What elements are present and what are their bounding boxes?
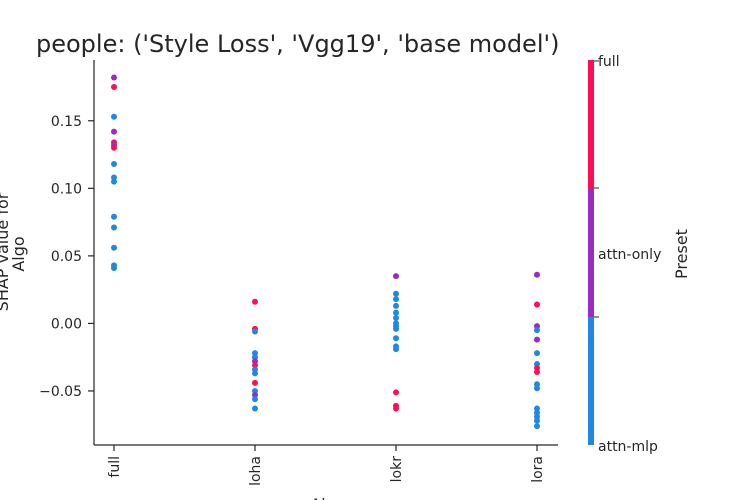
y-tick-label: 0.05	[51, 249, 82, 265]
data-point	[393, 389, 399, 396]
data-point	[252, 405, 258, 412]
data-point	[534, 369, 540, 376]
data-point	[534, 271, 540, 278]
data-point	[252, 379, 258, 386]
data-point	[534, 417, 540, 424]
data-point	[393, 290, 399, 297]
y-axis-ticks: −0.05 0.00 0.05 0.10 0.15	[39, 114, 94, 400]
y-tick-label: 0.15	[51, 114, 82, 130]
data-point	[534, 385, 540, 392]
data-point	[534, 327, 540, 334]
data-point	[111, 144, 117, 151]
data-point	[111, 224, 117, 231]
data-point	[393, 346, 399, 353]
data-point	[534, 301, 540, 308]
data-point	[111, 128, 117, 135]
data-point	[393, 335, 399, 342]
chart-title: people: ('Style Loss', 'Vgg19', 'base mo…	[36, 30, 559, 58]
y-tick-label: 0.00	[51, 316, 82, 332]
data-point	[534, 423, 540, 430]
colorbar-title: Preset	[672, 229, 691, 279]
data-points	[111, 74, 540, 430]
data-point	[534, 336, 540, 343]
y-tick-label: 0.10	[51, 181, 82, 197]
y-tick-label: −0.05	[39, 384, 82, 400]
data-point	[111, 244, 117, 251]
data-point	[111, 84, 117, 91]
x-axis-ticks: full loha lokr lora	[107, 445, 546, 486]
data-point	[111, 113, 117, 120]
data-point	[111, 74, 117, 81]
colorbar-label-attn-only: attn-only	[598, 247, 661, 263]
data-point	[393, 325, 399, 332]
colorbar	[588, 60, 594, 445]
data-point	[252, 396, 258, 403]
data-point	[111, 178, 117, 185]
data-point	[393, 405, 399, 412]
data-point	[111, 213, 117, 220]
x-tick-label: lokr	[389, 456, 405, 483]
data-point	[252, 328, 258, 335]
y-axis-label-line1: SHAP value for	[0, 192, 12, 311]
x-tick-label: loha	[248, 456, 264, 486]
data-point	[393, 315, 399, 322]
data-point	[393, 302, 399, 309]
x-tick-label: lora	[530, 456, 546, 483]
data-point	[111, 265, 117, 272]
data-point	[252, 298, 258, 305]
colorbar-label-full: full	[598, 54, 620, 70]
colorbar-label-attn-mlp: attn-mlp	[598, 439, 658, 455]
data-point	[393, 273, 399, 280]
data-point	[534, 350, 540, 357]
y-axis-label-line2: Algo	[9, 236, 28, 271]
data-point	[393, 309, 399, 316]
data-point	[252, 370, 258, 377]
x-axis-label: Al	[310, 495, 325, 500]
data-point	[393, 296, 399, 303]
x-tick-label: full	[107, 456, 123, 478]
data-point	[111, 161, 117, 168]
